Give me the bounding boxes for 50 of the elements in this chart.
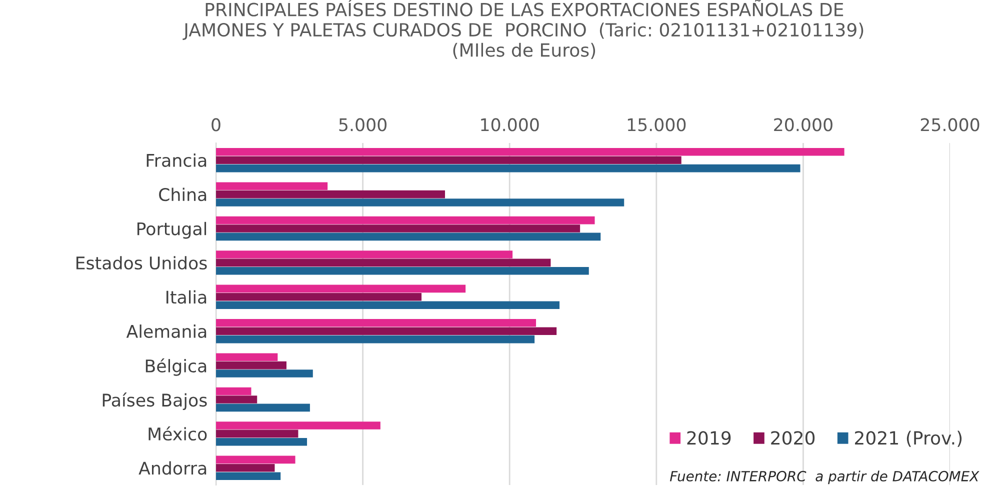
bar	[216, 318, 536, 327]
bar	[216, 156, 682, 164]
x-tick-label: 25.000	[920, 118, 980, 132]
y-tick-label: Países Bajos	[102, 392, 207, 410]
y-tick-label: Bélgica	[146, 358, 206, 376]
bar	[216, 456, 296, 464]
y-tick-label: Italia	[166, 290, 206, 304]
bar	[216, 224, 580, 232]
x-tick-label: 20.000	[774, 118, 832, 132]
bar	[216, 182, 328, 190]
bar	[216, 370, 313, 378]
bar	[216, 422, 380, 430]
legend-label: 2019	[687, 431, 731, 445]
y-tick-label: México	[148, 426, 207, 441]
annotation: Fuente: INTERPORC a partir de DATACOMEX	[670, 470, 980, 484]
bar	[216, 190, 446, 198]
y-tick-label: Alemania	[126, 324, 206, 338]
bar	[216, 472, 281, 480]
bar	[216, 258, 551, 267]
bar	[216, 464, 275, 472]
x-tick-label: 15.000	[628, 118, 686, 132]
bar	[216, 396, 258, 404]
bar	[216, 430, 298, 438]
x-tick-label: 10.000	[481, 118, 539, 132]
bar	[216, 164, 800, 172]
y-tick-label: China	[159, 188, 206, 202]
bar	[216, 335, 535, 344]
legend-label: 2021 (Prov.)	[854, 430, 962, 447]
y-tick-label: Portugal	[137, 222, 206, 239]
x-tick-label: 0	[212, 118, 220, 132]
bar	[216, 353, 278, 361]
bar	[216, 327, 557, 335]
bar	[216, 250, 513, 258]
bar	[216, 232, 601, 241]
bar	[216, 404, 310, 412]
bar	[216, 438, 308, 446]
legend-label: 2020	[771, 431, 815, 445]
y-tick-label: Francia	[146, 154, 206, 167]
bar	[216, 216, 595, 224]
bar	[216, 267, 589, 275]
y-tick-label: Estados Unidos	[76, 256, 207, 270]
bar	[216, 284, 466, 293]
bar	[216, 198, 624, 206]
bar	[216, 387, 252, 396]
bar	[216, 301, 560, 310]
bar	[216, 148, 844, 156]
y-tick-label: Andorra	[138, 461, 206, 475]
x-tick-label: 5.000	[339, 118, 386, 132]
bar	[216, 293, 422, 301]
bar	[216, 361, 286, 370]
